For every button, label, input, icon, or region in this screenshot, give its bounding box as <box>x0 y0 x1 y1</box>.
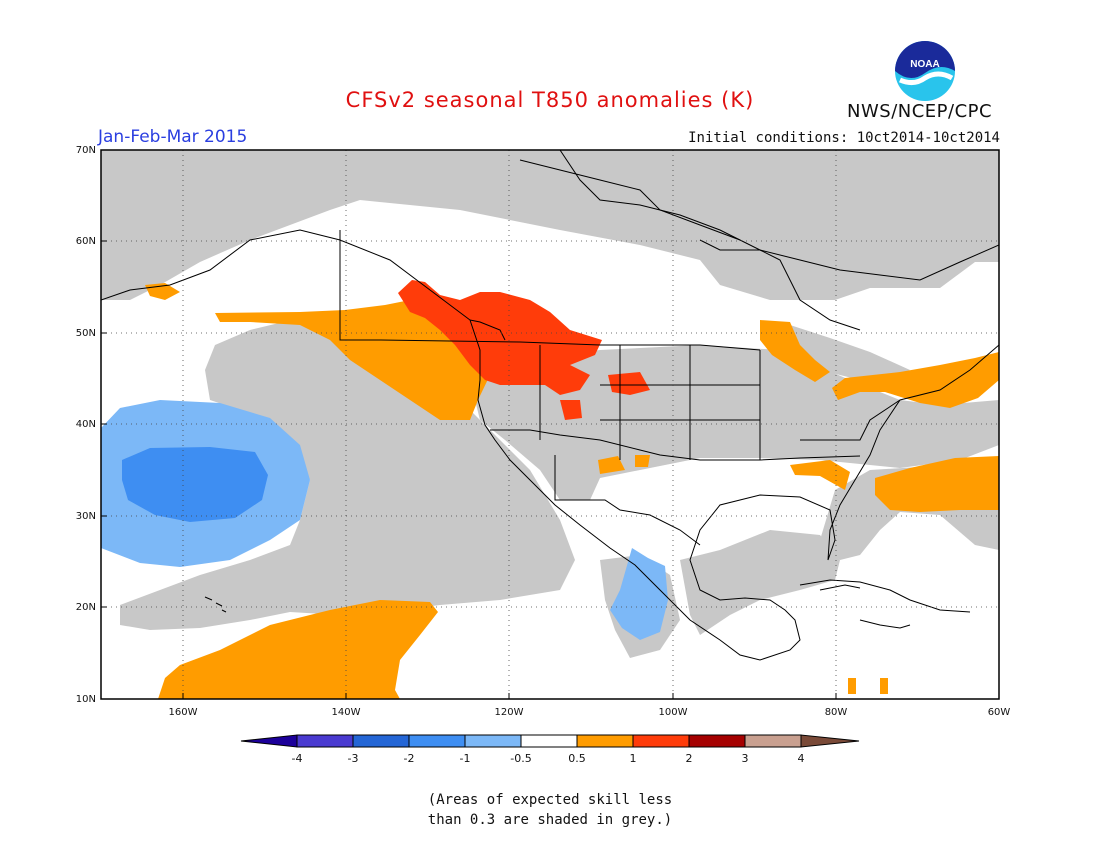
colorbar-swatch <box>296 734 354 748</box>
organization-label: NWS/NCEP/CPC <box>847 101 993 122</box>
anomaly-shading <box>101 150 999 699</box>
warm-anomaly-caribbean-1 <box>848 678 856 694</box>
lon-label: 80W <box>825 707 848 718</box>
grey-arctic-region <box>101 150 999 300</box>
lon-label: 120W <box>495 707 524 718</box>
colorbar-label: 2 <box>686 752 693 765</box>
lat-label: 70N <box>76 145 96 156</box>
colorbar-swatch <box>688 734 746 748</box>
logo-lettering: NOAA <box>910 59 939 70</box>
grey-pacific-region <box>120 318 575 630</box>
colorbar-swatch <box>408 734 466 748</box>
lon-label: 60W <box>988 707 1011 718</box>
colorbar-swatch <box>352 734 410 748</box>
islands <box>204 584 911 629</box>
colorbar-label: 1 <box>630 752 637 765</box>
colorbar-label: 3 <box>742 752 749 765</box>
colorbar-label: -0.5 <box>510 752 531 765</box>
warm-anomaly-caribbean-2 <box>880 678 888 694</box>
noaa-logo: NOAA <box>895 41 955 101</box>
colorbar-swatch <box>800 734 860 748</box>
colorbar <box>240 734 860 748</box>
colorbar-swatch <box>744 734 802 748</box>
lat-label: 40N <box>76 419 96 430</box>
colorbar-swatch <box>520 734 578 748</box>
lat-label: 20N <box>76 602 96 613</box>
skill-note-line: than 0.3 are shaded in grey.) <box>427 812 673 828</box>
colorbar-swatch <box>576 734 634 748</box>
map-title: CFSv2 seasonal T850 anomalies (K) <box>345 88 755 112</box>
warm-anomaly-great-lakes <box>760 320 830 382</box>
grey-gulf-region <box>680 530 840 635</box>
colorbar-label: -1 <box>460 752 471 765</box>
skill-note: (Areas of expected skill less than 0.3 a… <box>0 790 1100 830</box>
colorbar-labels: -4 -3 -2 -1 -0.5 0.5 1 2 3 4 <box>292 752 805 765</box>
coastlines <box>101 150 999 661</box>
warm-anomaly-southwest-2 <box>635 455 650 467</box>
lat-label: 60N <box>76 236 96 247</box>
longitude-labels: 160W 140W 120W 100W 80W 60W <box>169 707 1011 718</box>
lat-label: 50N <box>76 328 96 339</box>
latitude-labels: 70N 60N 50N 40N 30N 20N 10N <box>76 145 96 705</box>
colorbar-swatch <box>240 734 298 748</box>
forecast-period: Jan-Feb-Mar 2015 <box>98 127 248 147</box>
warm-anomaly-pnw <box>215 300 490 420</box>
colorbar-swatch <box>632 734 690 748</box>
lon-label: 160W <box>169 707 198 718</box>
colorbar-label: 0.5 <box>568 752 586 765</box>
lon-label: 140W <box>332 707 361 718</box>
colorbar-label: -2 <box>404 752 415 765</box>
lon-label: 100W <box>659 707 688 718</box>
cold-anomaly-mexico <box>610 548 668 640</box>
initial-conditions: Initial conditions: 10ct2014-10ct2014 <box>688 130 1000 146</box>
lat-label: 10N <box>76 694 96 705</box>
warm-anomaly-southeast <box>790 460 850 490</box>
warm-anomaly-southwest <box>598 456 625 474</box>
colorbar-label: -4 <box>292 752 303 765</box>
warm-anomaly-montana <box>608 372 650 395</box>
warm-anomaly-tropical-pacific <box>158 600 438 699</box>
skill-note-line: (Areas of expected skill less <box>427 792 673 808</box>
colorbar-label: 4 <box>798 752 805 765</box>
colorbar-swatch <box>464 734 522 748</box>
warm-anomaly-canada-strong <box>398 280 602 395</box>
colorbar-label: -3 <box>348 752 359 765</box>
warm-anomaly-atlantic <box>875 456 999 512</box>
lat-label: 30N <box>76 511 96 522</box>
warm-anomaly-northeast <box>832 352 999 408</box>
cold-anomaly-medium <box>122 447 268 522</box>
axis-ticks <box>101 149 1000 700</box>
warm-anomaly-idaho <box>560 400 582 420</box>
